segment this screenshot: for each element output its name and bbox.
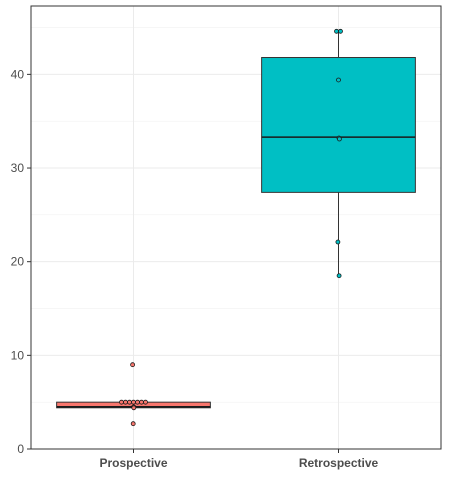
data-point (139, 399, 144, 405)
y-tick-label: 10 (11, 348, 25, 362)
data-point (119, 399, 124, 405)
y-tick-label: 30 (11, 161, 25, 175)
data-point (123, 399, 128, 405)
data-point (143, 399, 148, 405)
data-point (338, 28, 343, 34)
data-point (336, 136, 342, 142)
data-point (127, 399, 132, 405)
data-point (334, 28, 339, 34)
y-tick-label: 40 (11, 67, 25, 81)
data-point (131, 399, 136, 405)
y-tick-label: 0 (17, 442, 24, 456)
data-point (336, 77, 341, 83)
data-point (335, 239, 341, 245)
data-point (135, 399, 140, 405)
x-tick-label: Prospective (99, 456, 167, 470)
data-points (119, 28, 343, 427)
y-tick-label: 20 (11, 255, 25, 269)
x-tick-label: Retrospective (299, 456, 379, 470)
axes: 0 10 20 30 40 Prospective Retrospective (11, 67, 379, 470)
panel-border (30, 5, 442, 450)
data-point (336, 273, 342, 279)
data-point (130, 421, 136, 427)
data-point (131, 405, 137, 411)
data-point (130, 362, 136, 368)
